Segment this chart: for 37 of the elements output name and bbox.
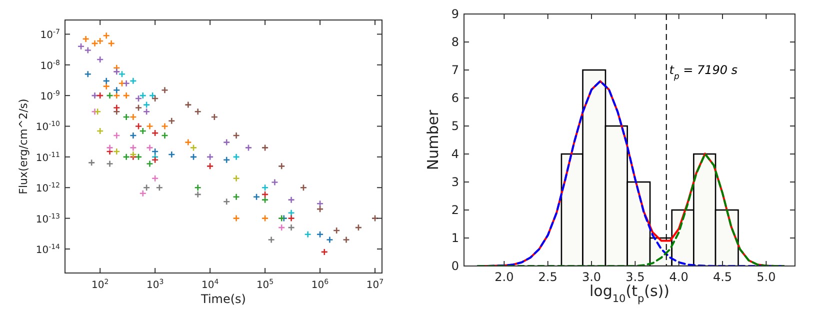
x-tick-label: 3.5	[626, 270, 645, 284]
x-tick-label: 2.5	[538, 270, 558, 284]
x-tick-label: 5.0	[756, 270, 776, 284]
y-tick-label: 3	[451, 175, 459, 189]
y-tick-label: 1	[451, 231, 459, 245]
y-tick-label: 4	[451, 147, 459, 161]
x-tick-label: 10$^{6}$	[311, 278, 330, 291]
y-tick-label: 10$^{-11}$	[36, 150, 60, 164]
y-tick-label: 10$^{-12}$	[36, 182, 60, 195]
x-tick-label: 3.0	[582, 270, 602, 284]
y-axis-title: Flux(erg/cm^2/s)	[17, 98, 30, 194]
y-tick-label: 10$^{-7}$	[40, 28, 60, 42]
x-tick-label: 10$^{7}$	[366, 278, 384, 291]
y-tick-label: 10$^{-13}$	[36, 212, 60, 226]
y-tick-label: 2	[451, 203, 459, 217]
y-tick-label: 10$^{-10}$	[36, 120, 60, 134]
x-axis-title: log$_{10}$(t$_{p}$(s))	[589, 282, 670, 305]
y-tick-label: 10$^{-9}$	[40, 90, 60, 103]
x-tick-label: 10$^{5}$	[256, 278, 274, 291]
x-tick-label: 10$^{3}$	[146, 278, 164, 291]
x-tick-label: 4.5	[712, 270, 732, 284]
y-axis-title: Number	[424, 109, 442, 170]
line-series	[476, 153, 785, 266]
x-axis-title: Time(s)	[200, 292, 246, 306]
x-tick-label: 10$^{2}$	[91, 278, 109, 291]
x-tick-label: 2.0	[494, 270, 514, 284]
y-tick-label: 8	[451, 35, 459, 49]
y-tick-label: 10$^{-8}$	[40, 58, 60, 72]
y-tick-label: 0	[451, 259, 459, 273]
y-tick-label: 10$^{-14}$	[36, 242, 61, 256]
y-tick-label: 9	[451, 7, 459, 21]
x-tick-label: 10$^{4}$	[201, 278, 220, 291]
y-tick-label: 7	[451, 63, 459, 77]
y-tick-label: 5	[451, 119, 459, 133]
annotation: t$_{p}$ = 7190 s	[669, 63, 738, 81]
x-tick-label: 4.0	[669, 270, 688, 284]
y-tick-label: 6	[451, 91, 459, 105]
